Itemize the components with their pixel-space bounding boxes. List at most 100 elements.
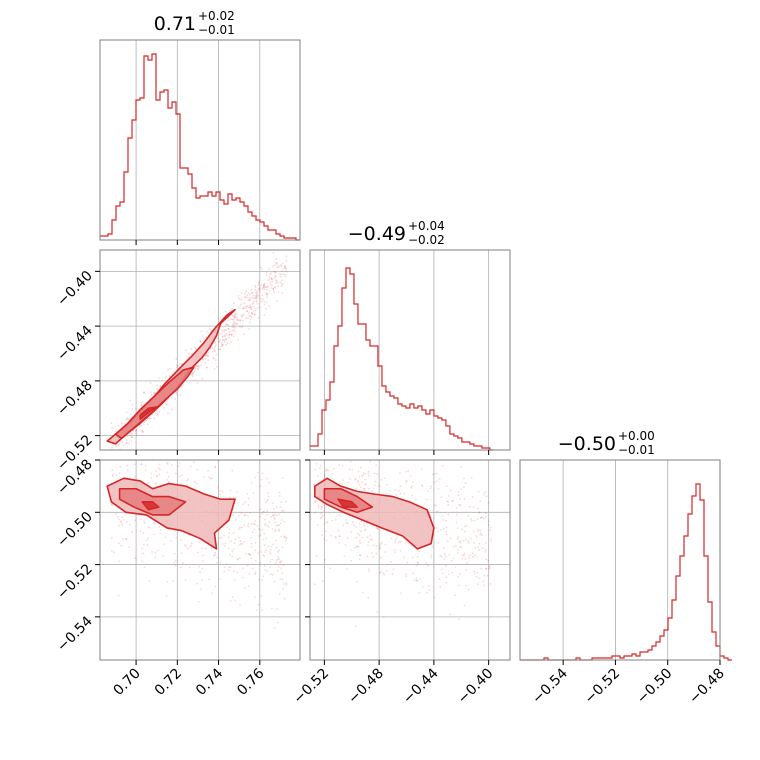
sample-point <box>376 527 379 530</box>
sample-point <box>463 552 466 555</box>
sample-point <box>111 473 114 476</box>
sample-point <box>325 521 328 523</box>
sample-point <box>258 287 261 290</box>
sample-point <box>358 558 361 561</box>
sample-point <box>397 490 400 492</box>
sample-point <box>242 576 244 579</box>
sample-point <box>220 345 223 348</box>
sample-point <box>223 545 226 548</box>
sample-point <box>141 430 144 433</box>
sample-point <box>272 287 275 290</box>
sample-point <box>236 316 239 319</box>
sample-point <box>166 400 169 403</box>
sample-point <box>440 496 443 499</box>
sample-point <box>229 333 231 336</box>
sample-point <box>273 516 276 519</box>
sample-point <box>485 548 487 551</box>
sample-point <box>399 540 402 543</box>
sample-point <box>273 270 275 273</box>
sample-point <box>244 305 247 308</box>
sample-point <box>483 493 486 496</box>
sample-point <box>168 375 171 377</box>
sample-point <box>191 375 194 378</box>
sample-point <box>481 516 483 518</box>
sample-point <box>110 422 113 424</box>
sample-point <box>278 529 280 532</box>
sample-point <box>266 477 269 480</box>
sample-point <box>456 552 459 554</box>
sample-point <box>349 460 352 463</box>
sample-point <box>221 490 224 493</box>
sample-point <box>323 523 326 525</box>
sample-point <box>201 335 204 337</box>
sample-point <box>229 566 232 568</box>
sample-point <box>416 579 418 582</box>
sample-point <box>248 512 251 514</box>
sample-point <box>275 261 277 264</box>
sample-point <box>315 555 318 557</box>
sample-point <box>224 328 226 331</box>
sample-point <box>442 518 444 521</box>
sample-point <box>459 498 461 500</box>
sample-point <box>407 542 410 545</box>
sample-point <box>214 551 217 554</box>
sample-point <box>174 398 177 401</box>
sample-point <box>284 540 287 542</box>
sample-point <box>334 535 337 538</box>
sample-point <box>464 558 467 560</box>
sample-point <box>448 553 451 556</box>
sample-point <box>167 412 169 415</box>
sample-point <box>489 582 492 585</box>
sample-point <box>433 481 435 484</box>
sample-point <box>154 483 156 485</box>
sample-point <box>241 326 243 329</box>
sample-point <box>433 504 436 507</box>
sample-point <box>359 466 362 469</box>
sample-point <box>485 567 487 570</box>
sample-point <box>232 320 235 323</box>
sample-point <box>208 328 211 330</box>
sample-point <box>346 537 349 539</box>
sample-point <box>284 265 286 268</box>
sample-point <box>265 285 268 288</box>
sample-point <box>126 469 129 471</box>
sample-point <box>227 319 230 322</box>
xtick-label-1-2: −0.44 <box>400 665 442 707</box>
sample-point <box>224 542 227 545</box>
sample-point <box>479 533 481 536</box>
sample-point <box>194 379 197 381</box>
sample-point <box>411 556 414 559</box>
sample-point <box>268 289 271 292</box>
sample-point <box>368 568 370 571</box>
sample-point <box>254 297 257 299</box>
sample-point <box>271 574 274 576</box>
sample-point <box>485 558 487 561</box>
sample-point <box>225 329 228 332</box>
sample-point <box>248 293 251 296</box>
sample-point <box>271 277 273 280</box>
sample-point <box>251 291 254 294</box>
sample-point <box>180 482 182 485</box>
sample-point <box>375 552 378 555</box>
sample-point <box>262 298 265 301</box>
sample-point <box>166 403 168 406</box>
sample-point <box>445 533 448 536</box>
sample-point <box>254 572 257 575</box>
sample-point <box>219 493 222 496</box>
sample-point <box>236 322 238 325</box>
sample-point <box>484 542 487 544</box>
sample-point <box>147 423 149 426</box>
sample-point <box>384 477 386 480</box>
sample-point <box>235 313 238 316</box>
sample-point <box>252 567 255 570</box>
sample-point <box>388 490 391 492</box>
sample-point <box>115 445 118 448</box>
sample-point <box>247 312 250 314</box>
sample-point <box>272 289 275 291</box>
sample-point <box>128 399 131 402</box>
sample-point <box>147 417 150 420</box>
sample-point <box>227 324 229 326</box>
sample-point <box>139 518 142 521</box>
sample-point <box>488 566 491 569</box>
sample-point <box>188 352 191 355</box>
